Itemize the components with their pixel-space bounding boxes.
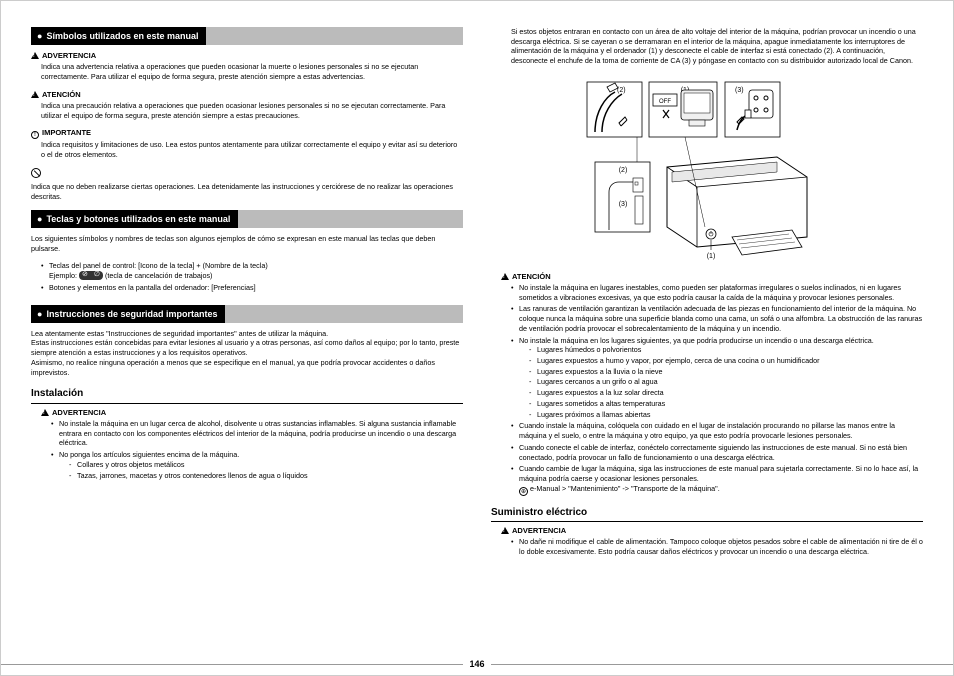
prohibit-text: Indica que no deben realizarse ciertas o… (31, 182, 463, 201)
keys-intro: Los siguientes símbolos y nombres de tec… (31, 234, 463, 253)
printer-illustration: (2) (3) (595, 137, 807, 260)
section-symbols-header: ● Símbolos utilizados en este manual (31, 27, 463, 45)
warning-icon (501, 527, 509, 534)
list-item: Teclas del panel de control: [Icono de l… (41, 261, 463, 280)
advertencia-text: Indica una advertencia relativa a operac… (41, 62, 463, 81)
section-safety-header: ● Instrucciones de seguridad importantes (31, 305, 463, 323)
instalacion-heading: Instalación (31, 387, 463, 404)
list-item: Botones y elementos en la pantalla del o… (41, 283, 463, 293)
list-item: Lugares expuestos a humo y vapor, por ej… (529, 356, 923, 366)
warning-icon (31, 52, 39, 59)
prohibit-icon-row (31, 168, 463, 181)
bullet-icon: ● (37, 213, 42, 225)
list-item: Lugares próximos a llamas abiertas (529, 410, 923, 420)
list-item: No instale la máquina en lugares inestab… (511, 283, 923, 302)
page-number-bar: 146 (1, 659, 953, 669)
key-icon (79, 271, 103, 280)
power-adv-list: No dañe ni modifique el cable de aliment… (511, 537, 923, 556)
atencion-text: Indica una precaución relativa a operaci… (41, 101, 463, 120)
list-item: No instale la máquina en un lugar cerca … (51, 419, 463, 448)
two-column-layout: ● Símbolos utilizados en este manual ADVE… (31, 27, 923, 665)
fig-label-off: OFF (659, 99, 671, 105)
keys-list: Teclas del panel de control: [Icono de l… (41, 261, 463, 292)
list-item: Lugares expuestos a la luz solar directa (529, 388, 923, 398)
list-item: Cuando cambie de lugar la máquina, siga … (511, 464, 923, 495)
advertencia-head: ADVERTENCIA (31, 51, 463, 61)
power-heading: Suministro eléctrico (491, 506, 923, 523)
list-item: Tazas, jarrones, macetas y otros contene… (69, 471, 463, 481)
list-item: Lugares expuestos a la lluvia o la nieve (529, 367, 923, 377)
page-number: 146 (469, 659, 484, 669)
warning-icon (31, 91, 39, 98)
advertencia-head: ADVERTENCIA (501, 526, 923, 536)
list-item: Lugares húmedos o polvorientos (529, 345, 923, 355)
list-item: Lugares cercanos a un grifo o al agua (529, 377, 923, 387)
section-title: Teclas y botones utilizados en este manu… (46, 213, 230, 225)
warning-icon (41, 409, 49, 416)
left-column: ● Símbolos utilizados en este manual ADVE… (31, 27, 463, 665)
list-item: Collares y otros objetos metálicos (69, 460, 463, 470)
advertencia-head: ADVERTENCIA (41, 408, 463, 418)
section-title: Instrucciones de seguridad importantes (46, 308, 217, 320)
list-item: No instale la máquina en los lugares sig… (511, 336, 923, 420)
atencion-list: No instale la máquina en lugares inestab… (511, 283, 923, 496)
bullet-icon: ● (37, 30, 42, 42)
list-item: No dañe ni modifique el cable de aliment… (511, 537, 923, 556)
section-keys-header: ● Teclas y botones utilizados en este man… (31, 210, 463, 228)
safety-intro: Lea atentamente estas "Instrucciones de … (31, 329, 463, 378)
list-item: No ponga los artículos siguientes encima… (51, 450, 463, 480)
bullet-icon: ● (37, 308, 42, 320)
right-column: Si estos objetos entraran en contacto co… (491, 27, 923, 665)
emanual-icon: ⊕ (519, 487, 528, 496)
importante-text: Indica requisitos y limitaciones de uso.… (41, 140, 463, 159)
atencion-head: ATENCIÓN (31, 90, 463, 100)
list-item: Las ranuras de ventilación garantizan la… (511, 304, 923, 333)
installation-figure: (2) (1) OFF (3) (577, 72, 837, 262)
svg-text:(1): (1) (707, 253, 716, 260)
section-title: Símbolos utilizados en este manual (46, 30, 198, 42)
manual-page: ● Símbolos utilizados en este manual ADVE… (0, 0, 954, 676)
atencion-head: ATENCIÓN (501, 272, 923, 282)
right-intro-text: Si estos objetos entraran en contacto co… (511, 27, 923, 66)
list-item: Cuando conecte el cable de interfaz, con… (511, 443, 923, 462)
list-item: Lugares sometidos a altas temperaturas (529, 399, 923, 409)
svg-text:(3): (3) (619, 201, 628, 208)
list-item: Cuando instale la máquina, colóquela con… (511, 421, 923, 440)
fig-label-3: (3) (735, 87, 744, 94)
warning-icon (501, 273, 509, 280)
svg-text:(2): (2) (619, 167, 628, 174)
importante-head: !IMPORTANTE (31, 128, 463, 139)
prohibit-icon (31, 168, 41, 178)
install-adv-list: No instale la máquina en un lugar cerca … (51, 419, 463, 480)
info-icon: ! (31, 131, 39, 139)
